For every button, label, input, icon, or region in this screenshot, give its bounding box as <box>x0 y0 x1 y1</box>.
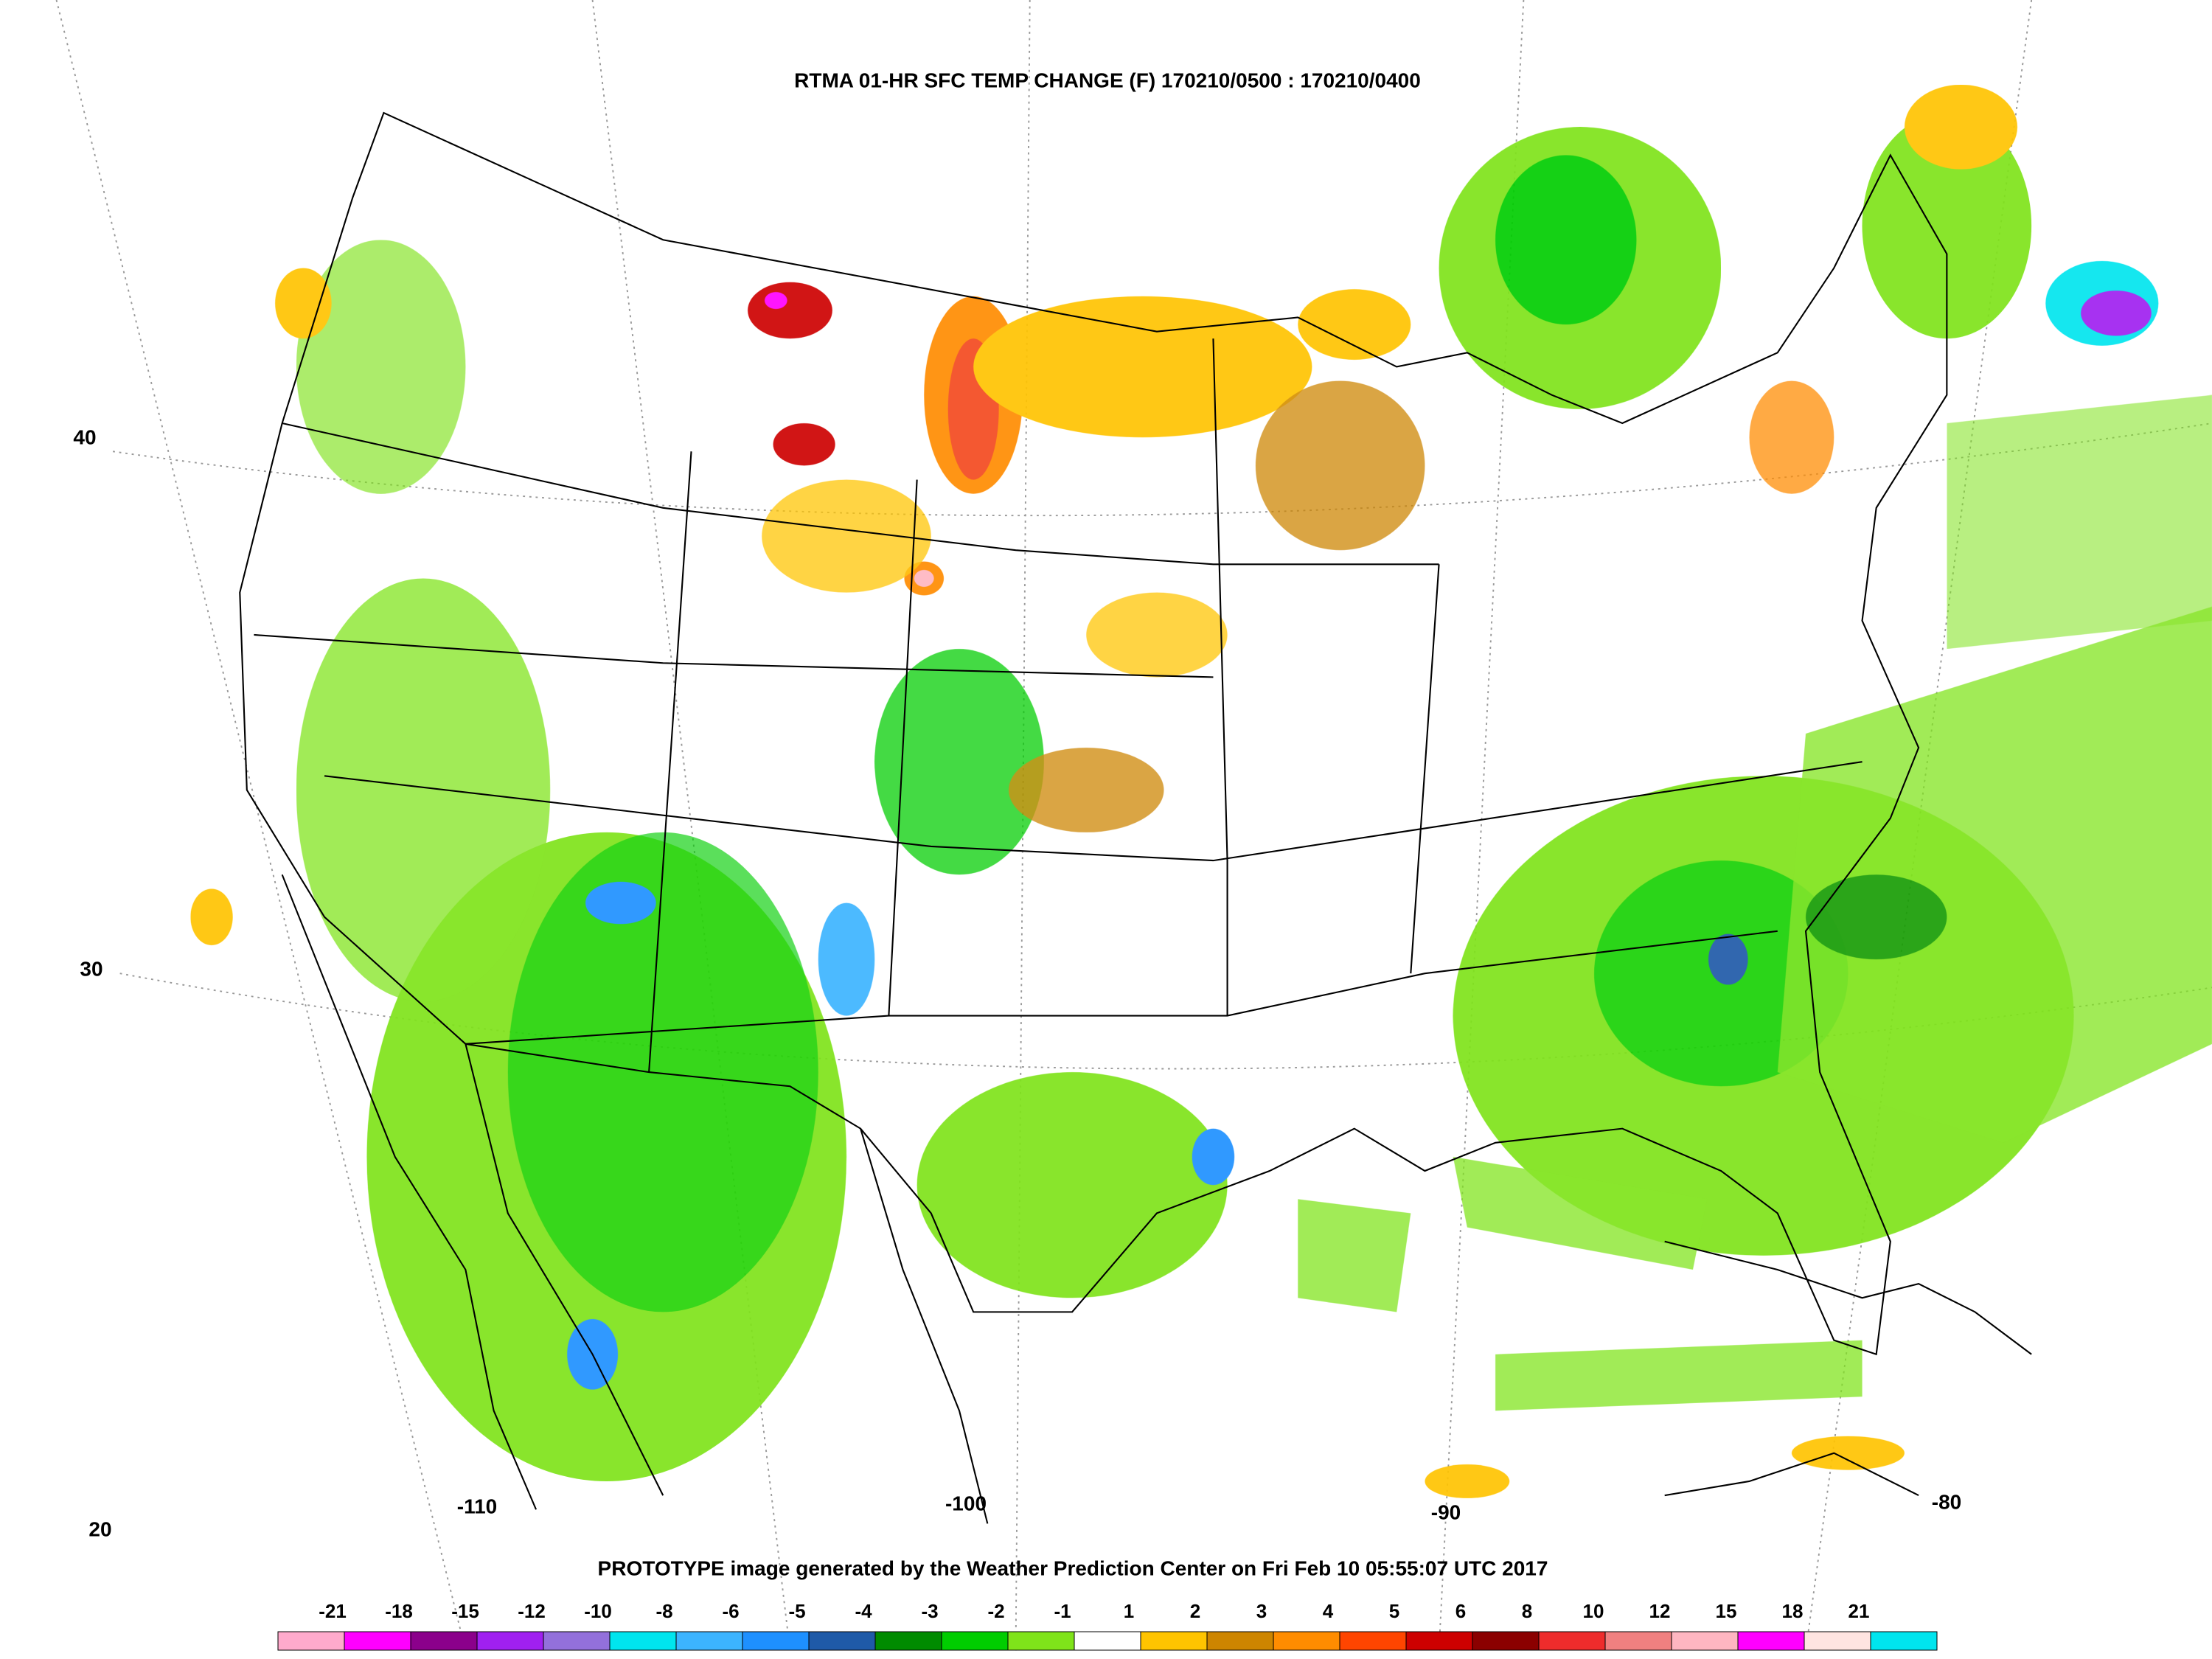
legend-label: 12 <box>1649 1600 1671 1622</box>
legend-swatch <box>1870 1631 1938 1651</box>
legend-swatch <box>1074 1631 1141 1651</box>
legend-label: 10 <box>1583 1600 1604 1622</box>
legend-swatch <box>543 1631 611 1651</box>
legend-label: -2 <box>987 1600 1004 1622</box>
longitude-label: -90 <box>1431 1500 1461 1523</box>
legend-label: 6 <box>1455 1600 1466 1622</box>
legend-swatch <box>1604 1631 1672 1651</box>
legend-label: 18 <box>1782 1600 1804 1622</box>
legend-label: 15 <box>1716 1600 1737 1622</box>
legend-swatch <box>1339 1631 1407 1651</box>
legend-label: 3 <box>1256 1600 1267 1622</box>
legend-label: -3 <box>921 1600 938 1622</box>
legend-swatch <box>941 1631 1009 1651</box>
legend-swatch <box>675 1631 743 1651</box>
longitude-label: -100 <box>945 1492 987 1514</box>
legend-swatch <box>1671 1631 1739 1651</box>
legend-label: -18 <box>385 1600 413 1622</box>
legend-swatch <box>1007 1631 1075 1651</box>
map-area <box>55 0 2212 1651</box>
legend-label: 1 <box>1124 1600 1134 1622</box>
longitude-label: -80 <box>1932 1490 1961 1513</box>
legend-label: -15 <box>451 1600 479 1622</box>
legend-label: -8 <box>655 1600 672 1622</box>
legend-swatch <box>1405 1631 1473 1651</box>
legend-swatch <box>476 1631 544 1651</box>
legend-swatch <box>1804 1631 1871 1651</box>
legend-swatch <box>344 1631 411 1651</box>
legend-label: -10 <box>584 1600 612 1622</box>
latitude-label: 20 <box>88 1517 111 1540</box>
legend-label: -4 <box>855 1600 872 1622</box>
legend-label: 2 <box>1190 1600 1200 1622</box>
legend-label: -21 <box>319 1600 347 1622</box>
legend-label: -6 <box>722 1600 739 1622</box>
longitude-label: -110 <box>457 1495 498 1517</box>
legend-label: -1 <box>1054 1600 1071 1622</box>
legend-swatch <box>742 1631 810 1651</box>
legend-label: 5 <box>1389 1600 1399 1622</box>
legend-swatch <box>1472 1631 1540 1651</box>
legend-label: 21 <box>1848 1600 1870 1622</box>
legend-label: -12 <box>518 1600 546 1622</box>
latitude-labels: 40 30 20 <box>73 425 111 1540</box>
legend-swatch <box>1273 1631 1340 1651</box>
legend-swatch <box>609 1631 677 1651</box>
latitude-label: 30 <box>80 957 102 980</box>
temperature-field <box>190 84 2212 1498</box>
legend-swatch <box>1538 1631 1606 1651</box>
footer-note: PROTOTYPE image generated by the Weather… <box>598 1557 1548 1579</box>
legend-swatch <box>410 1631 478 1651</box>
legend-label: 8 <box>1522 1600 1532 1622</box>
borders <box>239 111 2032 1524</box>
map-title: RTMA 01-HR SFC TEMP CHANGE (F) 170210/05… <box>794 69 1421 91</box>
color-legend: -21 -18 -15 -12 -10 -8 -6 -5 -4 -3 -2 -1 1 2 3 4 5 6 8 10 12… <box>277 1600 1938 1651</box>
legend-swatch <box>277 1631 345 1651</box>
legend-swatch <box>1206 1631 1274 1651</box>
legend-swatch <box>1737 1631 1805 1651</box>
legend-swatch <box>874 1631 942 1651</box>
longitude-labels: -110 -100 -90 -80 <box>457 1490 1961 1523</box>
legend-label: -5 <box>788 1600 805 1622</box>
legend-swatch <box>808 1631 876 1651</box>
legend-label: 4 <box>1323 1600 1334 1622</box>
latitude-label: 40 <box>73 425 96 448</box>
legend-swatch <box>1140 1631 1208 1651</box>
